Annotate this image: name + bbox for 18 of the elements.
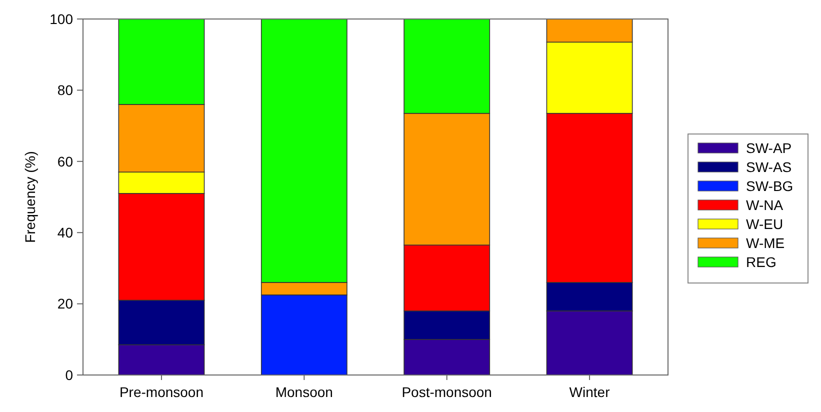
legend-label: W-EU (746, 216, 784, 232)
legend-label: SW-BG (746, 178, 794, 194)
legend-label: SW-AS (746, 158, 792, 175)
x-tick-label: Winter (569, 384, 610, 400)
y-tick-label: 80 (57, 82, 74, 98)
y-tick-label: 20 (57, 296, 74, 312)
legend-label: REG (746, 254, 776, 270)
y-tick-label: 60 (57, 153, 74, 170)
x-tick-label: Pre-monsoon (119, 384, 204, 400)
x-tick-label: Monsoon (275, 384, 333, 400)
y-tick-label: 0 (65, 366, 74, 383)
legend-label: W-NA (746, 196, 784, 213)
legend-label: W-ME (746, 234, 785, 251)
y-tick-label: 40 (57, 224, 74, 240)
y-tick-label: 100 (50, 10, 74, 27)
y-axis-title: Frequency (%) (22, 151, 38, 243)
x-tick-label: Post-monsoon (402, 384, 492, 400)
legend-label: SW-AP (746, 140, 792, 156)
